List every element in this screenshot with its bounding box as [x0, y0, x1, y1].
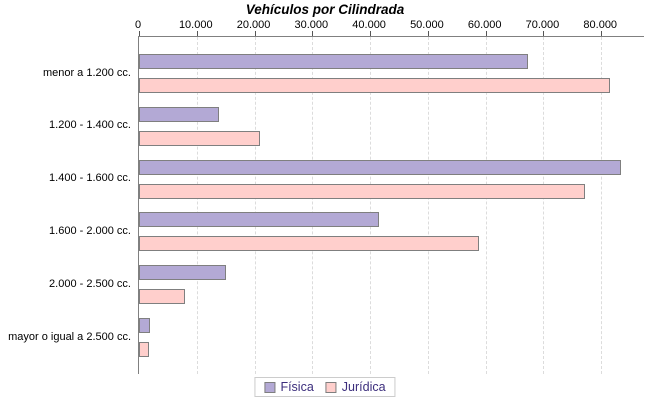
category-group — [139, 318, 644, 358]
category-label: 2.000 - 2.500 cc. — [49, 277, 131, 290]
axis-tick — [427, 31, 429, 36]
x-tick-label: 50.000 — [410, 19, 444, 31]
axis-tick — [196, 31, 198, 36]
axis-tick — [370, 31, 372, 36]
x-tick-label: 40.000 — [352, 19, 386, 31]
axis-tick — [543, 31, 545, 36]
category-group — [139, 159, 644, 199]
axis-tick — [485, 31, 487, 36]
gridline — [543, 37, 545, 374]
bar-jurídica — [139, 130, 261, 146]
category-group — [139, 265, 644, 305]
gridline — [427, 37, 429, 374]
gridline — [254, 37, 256, 374]
axis-tick — [139, 31, 140, 36]
legend-label: Física — [280, 380, 314, 394]
bar-física — [139, 106, 219, 122]
x-tick-label: 20.000 — [236, 19, 271, 31]
x-tick-label: 60.000 — [467, 19, 502, 31]
bar-física — [139, 318, 150, 334]
legend-item: Jurídica — [325, 380, 386, 394]
bar-física — [139, 212, 379, 228]
x-axis-tick-labels: 0 10.000 20.000 30.000 40.000 50.000 60.000 70.… — [134, 19, 643, 32]
bar-jurídica — [139, 342, 150, 358]
x-tick-label: 70.000 — [525, 19, 560, 31]
bar-jurídica — [139, 236, 479, 252]
axis-tick — [601, 31, 603, 36]
category-group — [139, 212, 644, 252]
category-group — [139, 53, 644, 93]
x-tick-label: 80.000 — [583, 19, 618, 31]
category-label: 1.600 - 2.000 cc. — [49, 225, 131, 238]
bar-jurídica — [139, 77, 611, 93]
gridline — [485, 37, 487, 374]
x-tick-label: 10.000 — [178, 19, 213, 31]
x-tick-label: 30.000 — [294, 19, 329, 31]
axis-tick — [312, 31, 314, 36]
gridline — [370, 37, 372, 374]
plot-area — [138, 31, 644, 374]
bar-física — [139, 53, 529, 69]
legend-swatch-jurídica — [325, 381, 337, 393]
category-axis-labels: menor a 1.200 cc. 1.200 - 1.400 cc. 1.400 … — [0, 36, 134, 373]
legend-item: Física — [264, 380, 314, 394]
category-label: 1.200 - 1.400 cc. — [49, 119, 131, 132]
gridline — [196, 37, 198, 374]
category-label: menor a 1.200 cc. — [42, 66, 131, 79]
x-tick-label: 0 — [134, 19, 142, 31]
gridline — [312, 37, 314, 374]
category-group — [139, 106, 644, 146]
chart-title: Vehículos por Cilindrada — [245, 2, 405, 17]
bar-jurídica — [139, 183, 586, 199]
gridline — [601, 37, 603, 374]
legend: Física Jurídica — [254, 377, 396, 397]
bar-jurídica — [139, 289, 186, 305]
legend-label: Jurídica — [341, 380, 386, 394]
category-label: mayor o igual a 2.500 cc. — [8, 330, 131, 343]
bar-física — [139, 265, 227, 281]
axis-tick — [254, 31, 256, 36]
legend-swatch-física — [264, 381, 276, 393]
category-label: 1.400 - 1.600 cc. — [49, 172, 131, 185]
bar-física — [139, 159, 621, 175]
